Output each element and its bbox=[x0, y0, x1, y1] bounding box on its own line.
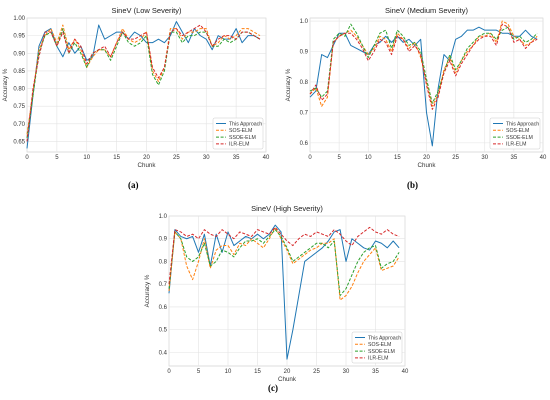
x-tick-label-b-10: 10 bbox=[365, 155, 372, 161]
chart-title-b: SineV (Medium Severity) bbox=[385, 6, 468, 15]
caption-b: (b) bbox=[407, 180, 418, 190]
y-tick-label-a-1: 0.70 bbox=[13, 122, 25, 128]
x-tick-label-a-15: 15 bbox=[113, 155, 120, 161]
y-tick-label-b-0: 0.6 bbox=[300, 141, 309, 147]
y-tick-label-c-5: 0.9 bbox=[159, 237, 168, 243]
y-axis-label-c: Accuracy % bbox=[144, 274, 151, 307]
legend-c bbox=[351, 331, 403, 364]
x-tick-label-b-40: 40 bbox=[540, 155, 547, 161]
y-tick-label-c-0: 0.4 bbox=[159, 350, 168, 356]
y-tick-label-c-2: 0.6 bbox=[159, 305, 168, 311]
legend-label-c-ilr-elm: ILR-ELM bbox=[368, 356, 388, 362]
y-tick-label-c-6: 1.0 bbox=[159, 214, 168, 220]
chart-title-c: SineV (High Severity) bbox=[251, 204, 323, 213]
legend-label-a-sos-elm: SOS-ELM bbox=[229, 128, 252, 134]
legend-label-a-ilr-elm: ILR-ELM bbox=[229, 142, 249, 148]
chart-title-a: SineV (Low Severity) bbox=[111, 6, 182, 15]
x-tick-label-c-5: 5 bbox=[197, 369, 201, 375]
series-line-b-ssoe-elm bbox=[309, 23, 538, 104]
x-tick-label-c-20: 20 bbox=[284, 369, 291, 375]
legend-label-b-this-approach: This Approach bbox=[506, 121, 539, 127]
x-tick-label-b-0: 0 bbox=[308, 155, 312, 161]
x-tick-label-a-30: 30 bbox=[203, 155, 210, 161]
chart-panel-b: 0 5 10 15 20 25 30 35 40 0.6 0.7 0.8 0.9 1.0 SineV (Me… bbox=[285, 6, 547, 169]
y-tick-label-a-6: 0.95 bbox=[13, 34, 25, 40]
chart-panel-a: 0 5 10 15 20 25 30 35 40 0.65 0.70 0.75 0.80 0.85 0.90… bbox=[2, 6, 270, 169]
y-tick-label-a-3: 0.80 bbox=[13, 87, 25, 93]
x-tick-label-c-35: 35 bbox=[372, 369, 379, 375]
y-tick-label-a-7: 1.00 bbox=[13, 16, 25, 22]
x-tick-label-b-5: 5 bbox=[337, 155, 341, 161]
x-tick-label-a-20: 20 bbox=[143, 155, 150, 161]
y-tick-label-b-4: 1.0 bbox=[300, 19, 309, 25]
y-axis-label-a: Accuracy % bbox=[2, 68, 9, 101]
legend-label-b-ilr-elm: ILR-ELM bbox=[506, 142, 526, 148]
x-axis-label-c: Chunk bbox=[278, 376, 297, 383]
legend-label-c-ssoe-elm: SSOE-ELM bbox=[368, 349, 395, 355]
x-tick-label-c-30: 30 bbox=[343, 369, 350, 375]
x-tick-label-c-25: 25 bbox=[313, 369, 320, 375]
x-tick-label-b-25: 25 bbox=[452, 155, 459, 161]
legend-label-c-sos-elm: SOS-ELM bbox=[368, 342, 391, 348]
legend-label-a-this-approach: This Approach bbox=[229, 121, 262, 127]
y-tick-label-a-0: 0.65 bbox=[13, 139, 25, 145]
x-tick-label-a-35: 35 bbox=[233, 155, 240, 161]
x-tick-label-c-0: 0 bbox=[167, 369, 171, 375]
x-tick-label-b-20: 20 bbox=[423, 155, 430, 161]
y-tick-label-b-2: 0.8 bbox=[300, 80, 309, 86]
series-line-c-ssoe-elm bbox=[168, 229, 400, 297]
legend-label-b-sos-elm: SOS-ELM bbox=[506, 128, 529, 134]
y-tick-label-b-3: 0.9 bbox=[300, 50, 309, 56]
x-axis-label-b: Chunk bbox=[418, 162, 437, 169]
legend-label-a-ssoe-elm: SSOE-ELM bbox=[229, 135, 256, 141]
x-tick-label-a-5: 5 bbox=[55, 155, 59, 161]
x-tick-label-c-15: 15 bbox=[254, 369, 261, 375]
y-tick-label-a-2: 0.75 bbox=[13, 104, 25, 110]
x-tick-label-b-15: 15 bbox=[394, 155, 401, 161]
y-tick-label-a-5: 0.90 bbox=[13, 51, 25, 57]
y-tick-label-c-4: 0.8 bbox=[159, 259, 168, 265]
x-tick-label-a-25: 25 bbox=[173, 155, 180, 161]
series-line-a-sos-elm bbox=[26, 24, 261, 135]
legend-label-b-ssoe-elm: SSOE-ELM bbox=[506, 135, 533, 141]
series-line-c-ilr-elm bbox=[168, 226, 400, 285]
x-tick-label-a-0: 0 bbox=[25, 155, 29, 161]
chart-panel-c: 0 5 10 15 20 25 30 35 40 0.4 0.5 0.6 0.7 0.8 0.9 1.0 Sin… bbox=[144, 204, 409, 383]
series-line-c-this-approach bbox=[168, 224, 400, 360]
legend-label-c-this-approach: This Approach bbox=[368, 335, 401, 341]
series-line-c-sos-elm bbox=[168, 226, 400, 301]
caption-c: (c) bbox=[268, 383, 278, 393]
series-line-a-ilr-elm bbox=[26, 24, 261, 142]
x-tick-label-b-30: 30 bbox=[481, 155, 488, 161]
x-axis-label-a: Chunk bbox=[138, 162, 157, 169]
y-axis-label-b: Accuracy % bbox=[285, 68, 292, 101]
series-line-a-this-approach bbox=[26, 21, 261, 149]
y-tick-label-c-3: 0.7 bbox=[159, 282, 168, 288]
y-tick-label-c-1: 0.5 bbox=[159, 328, 168, 334]
caption-a: (a) bbox=[128, 180, 139, 190]
y-tick-label-a-4: 0.85 bbox=[13, 69, 25, 75]
legend-a bbox=[212, 117, 264, 150]
x-tick-label-c-40: 40 bbox=[402, 369, 409, 375]
x-tick-label-b-35: 35 bbox=[511, 155, 518, 161]
x-tick-label-a-40: 40 bbox=[263, 155, 270, 161]
x-tick-label-a-10: 10 bbox=[83, 155, 90, 161]
x-tick-label-c-10: 10 bbox=[225, 369, 232, 375]
y-tick-label-b-1: 0.7 bbox=[300, 110, 309, 116]
legend-b bbox=[489, 117, 541, 150]
series-line-b-ilr-elm bbox=[309, 23, 538, 110]
